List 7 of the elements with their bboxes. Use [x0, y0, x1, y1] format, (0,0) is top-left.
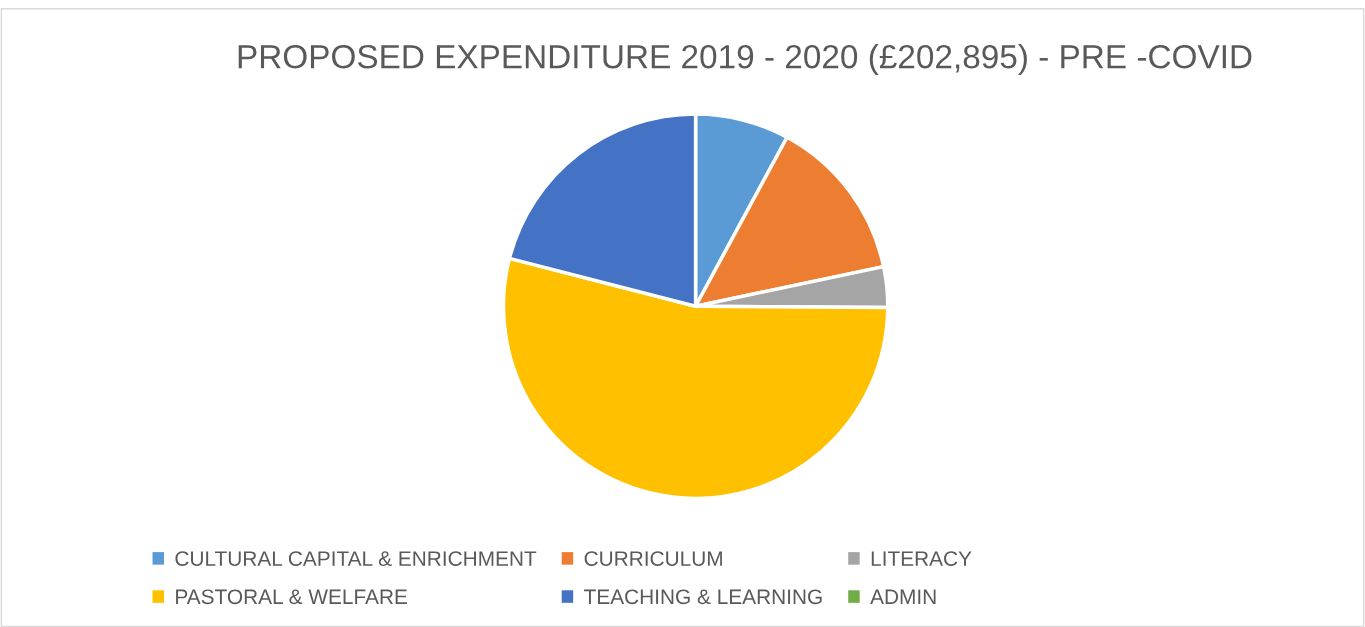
legend-label: CURRICULUM [584, 551, 722, 566]
legend-label: TEACHING & LEARNING [584, 589, 822, 605]
legend-label: ADMIN [870, 589, 936, 604]
legend-label: LITERACY [871, 551, 972, 566]
chart-title: PROPOSED EXPENDITURE 2019 - 2020 (£202,895) - PRE -COVID [238, 44, 1252, 76]
legend-label: PASTORAL & WELFARE [176, 589, 407, 605]
legend-label: CULTURAL CAPITAL & ENRICHMENT [175, 551, 537, 566]
